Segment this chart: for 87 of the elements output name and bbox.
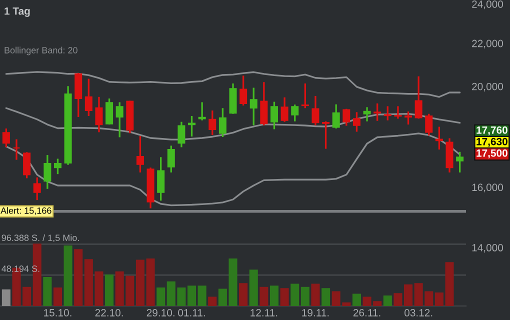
candlestick: [44, 154, 52, 190]
bar: [156, 288, 166, 306]
bar: [208, 296, 217, 306]
x-tick-label: 15.10.: [44, 309, 72, 316]
candlestick: [240, 74, 248, 106]
candlestick: [312, 95, 320, 126]
candlestick: [95, 96, 103, 134]
y-tick-label: 24,000: [472, 0, 504, 10]
bar: [394, 293, 402, 306]
x-tick-label: 19.11.: [302, 309, 329, 316]
bar: [32, 244, 42, 306]
y-tick-label: 22,000: [472, 40, 504, 48]
candlestick: [270, 100, 278, 130]
bar: [311, 284, 320, 306]
candlestick: [435, 126, 443, 150]
bar: [198, 286, 206, 306]
candlestick: [384, 105, 392, 122]
bar: [2, 289, 10, 306]
bar: [187, 286, 196, 306]
bar: [383, 296, 392, 306]
bar: [300, 286, 310, 306]
bar: [290, 284, 300, 306]
candlestick: [291, 104, 299, 122]
y-tick-label: 14,000: [472, 244, 504, 253]
chart-title: 1 Tag: [4, 7, 30, 17]
candlestick: [301, 82, 309, 109]
candlestick: [280, 96, 288, 123]
bar: [136, 260, 144, 306]
candlestick: [33, 176, 41, 201]
candlestick: [363, 106, 371, 122]
annotation: Bollinger Band: 20: [4, 46, 78, 56]
candlestick: [322, 120, 330, 150]
bar: [43, 277, 52, 306]
bar: [270, 286, 279, 306]
y-tick-label: 20,000: [472, 82, 504, 92]
candlestick: [54, 158, 62, 175]
candlestick: [208, 110, 216, 136]
candlestick: [260, 81, 268, 126]
bar: [322, 288, 330, 306]
candlestick: [198, 101, 206, 122]
candlestick: [178, 121, 186, 148]
candlestick: [12, 138, 20, 161]
candlestick: [23, 151, 31, 180]
candlestick: [342, 108, 350, 127]
candlestick: [167, 144, 175, 174]
candlestick: [84, 78, 92, 117]
y-tick-label: 16,000: [472, 184, 504, 192]
candlestick: [157, 156, 165, 202]
bar: [404, 284, 413, 306]
bar: [352, 294, 361, 306]
candlestick: [250, 86, 258, 126]
bar: [249, 270, 258, 306]
candlestick: [218, 107, 226, 138]
bar: [64, 245, 72, 306]
text: 17,760: [476, 126, 508, 136]
candlestick: [106, 98, 114, 126]
ref-line-label: Alert: 15,166: [0, 207, 52, 215]
candlestick: [404, 110, 412, 126]
candlestick: [456, 151, 464, 174]
x-tick-label: 26.11.: [353, 309, 380, 316]
candlestick: [374, 102, 382, 122]
candlestick: [332, 104, 340, 130]
text: 17,500: [476, 149, 508, 158]
line-series: [5, 132, 461, 206]
x-tick-label: 03.12.: [404, 309, 432, 316]
bar: [146, 258, 155, 306]
bar: [260, 286, 268, 306]
candlestick: [425, 113, 433, 136]
candlestick: [116, 101, 124, 138]
candlestick: [188, 115, 196, 138]
bar: [239, 283, 248, 306]
ref-line-label: 96.388 S. / 1,5 Mio.: [2, 234, 79, 242]
candlestick: [414, 75, 422, 120]
bar: [105, 274, 114, 306]
candlestick: [136, 135, 144, 174]
x-tick-label: 12.11.: [250, 309, 278, 316]
candlestick: [352, 111, 360, 133]
candlestick: [394, 105, 402, 120]
bar: [280, 288, 289, 306]
candlestick: [2, 128, 10, 148]
bar: [53, 288, 62, 306]
bar: [74, 249, 83, 306]
text: 17,630: [476, 138, 508, 147]
x-tick-label: 29.10.: [146, 309, 174, 316]
x-tick-label: 01.11.: [178, 309, 205, 316]
line-series: [5, 71, 461, 98]
x-tick-label: 22.10.: [95, 309, 123, 316]
